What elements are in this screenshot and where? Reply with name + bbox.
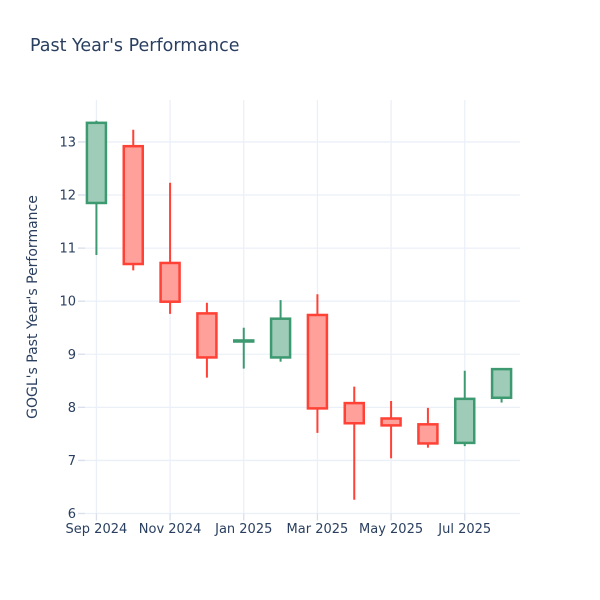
candles[interactable] (85, 120, 513, 500)
x-tick-label: May 2025 (359, 522, 423, 537)
x-tick-label: Jan 2025 (214, 522, 272, 537)
candle-body (233, 339, 255, 343)
gridlines (78, 100, 520, 515)
x-tick-label: Mar 2025 (287, 522, 349, 537)
candle-body (196, 312, 218, 359)
y-tick-label: 11 (59, 242, 76, 257)
candle-feb-2025[interactable] (269, 300, 292, 362)
candle-body (417, 423, 439, 445)
candle-nov-2024[interactable] (159, 182, 181, 314)
candle-apr-2025[interactable] (343, 386, 365, 500)
candle-mar-2025[interactable] (306, 294, 329, 433)
candle-sep-2024[interactable] (85, 120, 108, 255)
y-axis-title: GOGL's Past Year's Performance (25, 195, 41, 419)
y-tick-label: 9 (68, 348, 76, 363)
candle-body (269, 317, 292, 359)
x-tick-label: Jul 2025 (437, 522, 491, 537)
candle-body (490, 367, 513, 400)
y-tick-label: 12 (59, 189, 76, 204)
candle-body (343, 401, 365, 425)
candle-aug-2025[interactable] (490, 367, 513, 403)
x-tick-label: Sep 2024 (66, 522, 128, 537)
candle-jun-2025[interactable] (417, 407, 439, 448)
candle-body (454, 397, 476, 445)
y-tick-label: 7 (68, 454, 76, 469)
candle-body (306, 313, 329, 410)
candle-body (85, 121, 108, 205)
candle-body (380, 417, 402, 427)
y-tick-label: 10 (59, 295, 76, 310)
candle-may-2025[interactable] (380, 400, 402, 459)
candle-jan-2025[interactable] (233, 327, 255, 369)
x-tick-label: Nov 2024 (139, 522, 202, 537)
y-tick-label: 6 (68, 507, 76, 522)
y-tick-label: 13 (59, 135, 76, 150)
candle-body (122, 144, 144, 266)
candle-oct-2024[interactable] (122, 129, 144, 271)
candle-jul-2025[interactable] (454, 370, 476, 447)
chart-title: Past Year's Performance (30, 36, 239, 56)
candle-body (159, 261, 181, 303)
candle-dec-2024[interactable] (196, 302, 218, 378)
axis-ticks-labels: 6 7 8 9 10 11 12 13 Sep 2024 Nov 2024 Jan 2025 Mar … (59, 135, 491, 537)
y-tick-label: 8 (68, 401, 76, 416)
